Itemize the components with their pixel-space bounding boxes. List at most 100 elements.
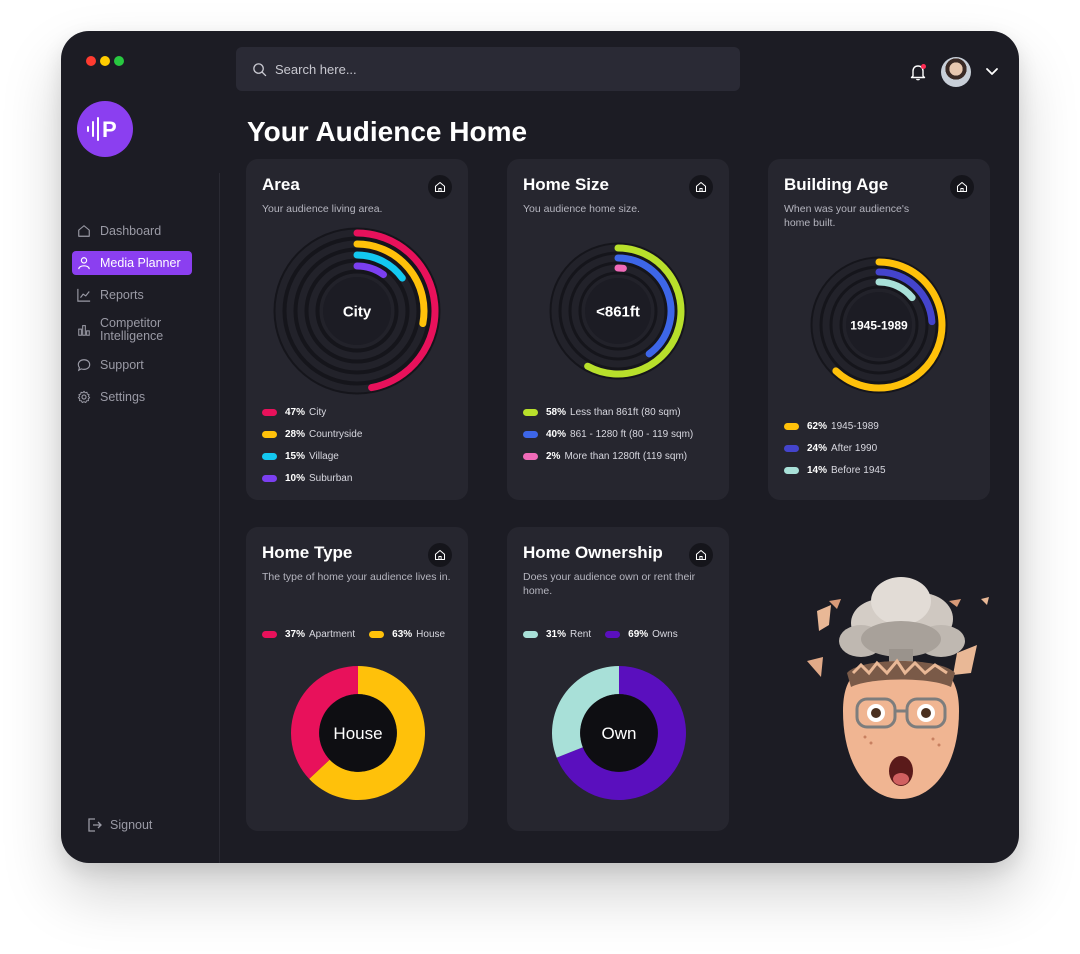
card-title: Home Ownership (523, 543, 663, 562)
building-age-card: Building Age When was your audience's ho… (768, 159, 990, 500)
home-type-card: Home Type The type of home your audience… (246, 527, 468, 831)
legend-label: Less than 861ft (80 sqm) (570, 406, 681, 418)
card-subtitle: When was your audience's home built. (784, 203, 910, 229)
sidebar-item-support[interactable]: Support (72, 353, 192, 377)
legend-label: After 1990 (831, 442, 878, 454)
legend-label: More than 1280ft (119 sqm) (564, 450, 688, 462)
home-ownership-legend: 31% Rent 69% Owns (523, 629, 678, 640)
home-ownership-card: Home Ownership Does your audience own or… (507, 527, 729, 831)
sidebar-item-label: Media Planner (100, 256, 181, 270)
legend-swatch (523, 631, 538, 638)
legend-swatch (784, 422, 799, 430)
home-icon (434, 181, 446, 193)
chart-center (846, 292, 912, 358)
sidebar-item-reports[interactable]: Reports (72, 283, 192, 307)
card-title: Home Type (262, 543, 353, 562)
sidebar-item-competitor-intelligence[interactable]: Competitor Intelligence (72, 315, 192, 345)
maximize-window-button[interactable] (114, 56, 124, 66)
sidebar-item-label: Reports (100, 288, 144, 302)
building-age-legend: 62% 1945-1989 24% After 1990 14% Before 194… (784, 415, 886, 481)
user-avatar[interactable] (941, 57, 971, 87)
donut-slice-rent (552, 666, 619, 758)
ring-arc-after-1990 (875, 268, 936, 326)
chart-center (323, 277, 391, 345)
legend-value: 14% (807, 464, 828, 476)
legend-item: 37% Apartment (262, 629, 355, 640)
explosion-cloud (839, 577, 965, 679)
legend-item: 28% Countryside (262, 423, 362, 445)
legend-swatch (523, 452, 538, 460)
signout-button[interactable]: Signout (86, 817, 152, 833)
ring-arc-before-1945 (875, 278, 916, 302)
app-window: P Dashboard Media Planner Reports Compet… (61, 31, 1019, 863)
header-actions (909, 57, 999, 87)
area-card: Area Your audience living area. City 47%… (246, 159, 468, 500)
app-logo[interactable]: P (77, 101, 133, 157)
legend-label: Suburban (309, 472, 353, 484)
ring-arc-1945-1989 (832, 258, 946, 392)
home-button[interactable] (428, 175, 452, 199)
chevron-down-icon[interactable] (985, 67, 999, 77)
legend-swatch (784, 444, 799, 452)
home-ownership-donut-chart: Own (552, 666, 686, 800)
sidebar-item-dashboard[interactable]: Dashboard (72, 219, 192, 243)
legend-swatch (784, 466, 799, 474)
legend-label: Countryside (309, 428, 363, 440)
card-title: Area (262, 175, 300, 194)
legend-value: 24% (807, 442, 828, 454)
legend-item: 63% House (369, 629, 445, 640)
legend-swatch (262, 408, 277, 416)
chart-center (585, 278, 651, 344)
legend-label: Before 1945 (831, 464, 886, 476)
chart-center-label: City (343, 303, 372, 320)
legend-swatch (262, 474, 277, 482)
legend-value: 62% (807, 420, 828, 432)
home-button[interactable] (689, 543, 713, 567)
card-title: Building Age (784, 175, 889, 194)
sidebar-item-label: Dashboard (100, 224, 162, 238)
legend-value: 58% (546, 406, 567, 418)
legend-value: 40% (546, 428, 567, 440)
home-button[interactable] (950, 175, 974, 199)
home-button[interactable] (428, 543, 452, 567)
chat-bubble-icon (77, 359, 91, 372)
legend-swatch (605, 631, 621, 638)
home-button[interactable] (689, 175, 713, 199)
minimize-window-button[interactable] (100, 56, 110, 66)
legend-swatch (262, 452, 277, 460)
chart-center-label: <861ft (596, 303, 640, 320)
legend-label: Rent (570, 629, 592, 640)
search-bar[interactable]: Search here... (236, 47, 740, 91)
window-controls (86, 56, 124, 66)
search-input[interactable]: Search here... (275, 61, 357, 77)
notifications-button[interactable] (909, 63, 927, 81)
close-window-button[interactable] (86, 56, 96, 66)
bell-icon (910, 65, 926, 81)
sidebar-item-media-planner[interactable]: Media Planner (72, 251, 192, 275)
sidebar-item-label: Support (100, 358, 144, 372)
donut-hole (319, 694, 397, 772)
skin-fragments (807, 597, 989, 677)
face (843, 658, 959, 799)
legend-value: 15% (285, 450, 306, 462)
logout-icon (88, 818, 102, 832)
sidebar-item-label: Settings (100, 390, 146, 404)
user-icon (78, 257, 90, 270)
notification-badge (921, 64, 926, 69)
donut-hole (580, 694, 658, 772)
donut-slice-house (309, 666, 425, 800)
page-title: Your Audience Home (247, 116, 528, 147)
legend-item: 15% Village (262, 445, 362, 467)
legend-swatch (523, 408, 538, 416)
ring-arc-861-1280-ft-80-119-sqm (614, 254, 675, 358)
home-icon (695, 181, 707, 193)
donut-slice-owns (556, 666, 686, 800)
legend-label: 861 - 1280 ft (80 - 119 sqm) (570, 428, 694, 440)
legend-item: 40% 861 - 1280 ft (80 - 119 sqm) (523, 423, 693, 445)
legend-value: 10% (285, 472, 306, 484)
legend-value: 28% (285, 428, 306, 440)
logo-icon: P (87, 117, 117, 142)
sidebar-item-settings[interactable]: Settings (72, 385, 192, 409)
card-subtitle: Does your audience own or rent their hom… (523, 571, 696, 597)
legend-swatch (262, 631, 277, 638)
